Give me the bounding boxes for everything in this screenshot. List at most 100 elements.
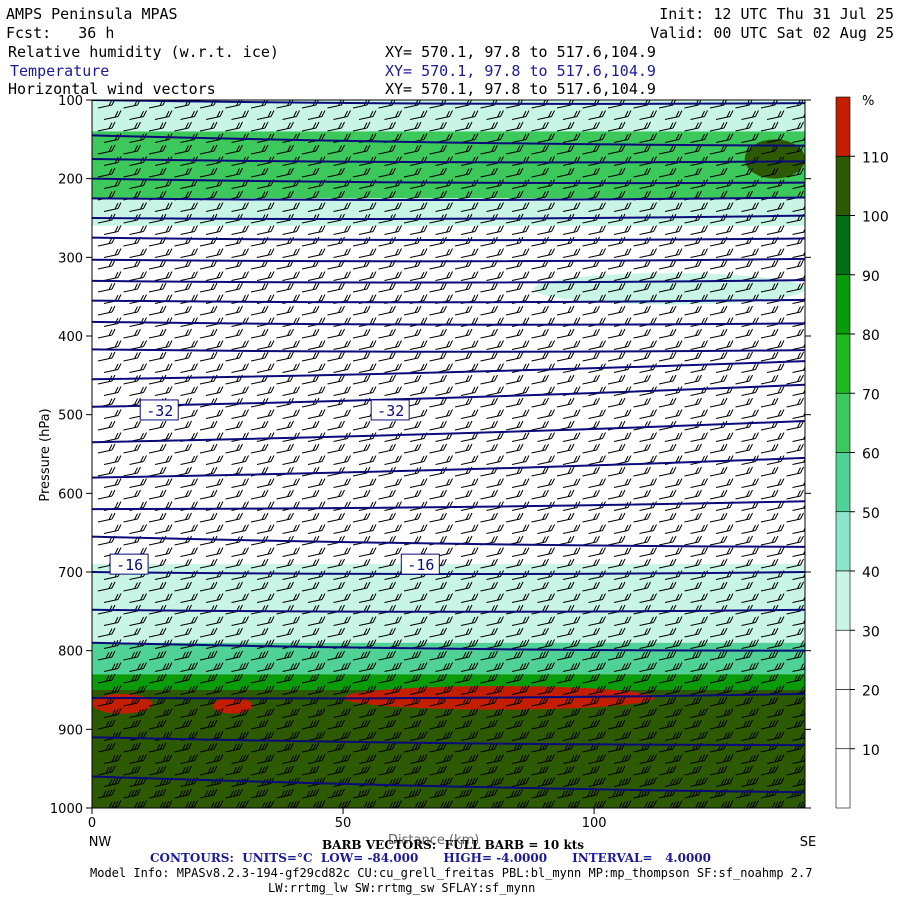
wind-barb bbox=[333, 777, 351, 787]
wind-barb bbox=[792, 388, 805, 396]
wind-barb bbox=[505, 627, 524, 638]
wind-barb bbox=[205, 455, 224, 465]
wind-barb bbox=[531, 696, 549, 707]
wind-barb bbox=[307, 478, 326, 488]
wind-barb bbox=[486, 777, 504, 787]
wind-barb bbox=[282, 110, 300, 120]
wind-barb bbox=[250, 167, 269, 178]
wind-barb bbox=[715, 133, 734, 143]
wind-barb bbox=[352, 627, 371, 638]
wind-barb bbox=[715, 271, 734, 281]
wind-barb bbox=[658, 650, 677, 661]
wind-barb bbox=[154, 225, 173, 235]
wind-barb bbox=[741, 754, 759, 764]
wind-barb bbox=[129, 662, 147, 672]
wind-barb bbox=[454, 420, 473, 431]
contour-label-box-0 bbox=[139, 399, 179, 421]
wind-barb bbox=[786, 351, 804, 362]
colorbar-label: 110 bbox=[862, 150, 889, 166]
wind-barb bbox=[613, 708, 632, 718]
wind-barb bbox=[633, 673, 651, 684]
wind-barb bbox=[766, 547, 785, 557]
wind-barb bbox=[531, 627, 549, 638]
wind-barb bbox=[741, 340, 759, 350]
wind-barb bbox=[480, 581, 498, 592]
wind-barb bbox=[103, 225, 122, 235]
wind-barb bbox=[129, 225, 147, 235]
wind-barb bbox=[435, 478, 453, 488]
wind-barb bbox=[429, 328, 447, 339]
wind-barb bbox=[205, 593, 224, 603]
wind-barb bbox=[741, 110, 759, 120]
wind-barb bbox=[282, 777, 300, 787]
wind-barb bbox=[301, 581, 320, 592]
wind-barb bbox=[409, 455, 428, 465]
wind-barb bbox=[282, 547, 300, 557]
wind-barb bbox=[333, 409, 351, 419]
wind-barb bbox=[607, 535, 626, 546]
wind-barb bbox=[684, 650, 702, 661]
wind-barb bbox=[174, 144, 192, 155]
wind-barb bbox=[460, 202, 479, 212]
wind-barb bbox=[735, 259, 753, 270]
wind-barb bbox=[333, 271, 351, 281]
wind-barb bbox=[633, 121, 651, 132]
wind-barb bbox=[225, 328, 243, 339]
wind-barb bbox=[613, 731, 632, 741]
wind-barb bbox=[378, 581, 396, 592]
wind-barb bbox=[256, 248, 275, 258]
wind-barb bbox=[384, 731, 402, 741]
wind-barb bbox=[333, 593, 351, 603]
barb-legend: BARB VECTORS: FULL BARB = 10 kts bbox=[322, 838, 585, 852]
wind-barb bbox=[384, 685, 402, 695]
wind-barb bbox=[709, 558, 728, 569]
wind-barb bbox=[97, 328, 116, 339]
wind-barb bbox=[97, 719, 116, 730]
wind-barb bbox=[327, 765, 345, 776]
wind-barb bbox=[225, 420, 243, 431]
wind-barb bbox=[607, 696, 626, 707]
wind-barb bbox=[231, 455, 249, 465]
wind-barb bbox=[531, 581, 549, 592]
wind-barb bbox=[486, 708, 504, 718]
wind-barb bbox=[460, 754, 479, 764]
wind-barb bbox=[613, 409, 632, 419]
wind-barb bbox=[658, 351, 677, 362]
wind-barb bbox=[225, 512, 243, 523]
wind-barb bbox=[766, 754, 785, 764]
wind-barb bbox=[154, 593, 173, 603]
init-time: Init: 12 UTC Thu 31 Jul 25 bbox=[659, 5, 894, 23]
wind-barb bbox=[709, 535, 728, 546]
wind-barb bbox=[786, 512, 804, 523]
wind-barb bbox=[352, 650, 371, 661]
wind-barb bbox=[174, 719, 192, 730]
wind-barb bbox=[531, 489, 549, 500]
wind-barb bbox=[358, 340, 377, 350]
wind-barb bbox=[129, 639, 147, 649]
wind-barb bbox=[180, 340, 198, 350]
wind-barb bbox=[639, 202, 657, 212]
wind-barb bbox=[358, 662, 377, 672]
wind-barb bbox=[250, 558, 269, 569]
wind-barb bbox=[633, 535, 651, 546]
wind-barb bbox=[741, 478, 759, 488]
wind-barb bbox=[378, 765, 396, 776]
colorbar-segment bbox=[835, 452, 851, 513]
wind-barb bbox=[307, 662, 326, 672]
wind-barb bbox=[593, 800, 606, 808]
wind-barb bbox=[97, 282, 116, 293]
wind-barb bbox=[403, 719, 422, 730]
wind-barb bbox=[760, 558, 779, 569]
wind-barb bbox=[307, 731, 326, 741]
wind-barb bbox=[562, 248, 581, 258]
wind-barb bbox=[435, 455, 453, 465]
wind-barb bbox=[588, 662, 606, 672]
wind-barb bbox=[562, 754, 581, 764]
wind-barb bbox=[276, 351, 294, 362]
wind-barb bbox=[327, 650, 345, 661]
wind-barb bbox=[327, 581, 345, 592]
wind-barb bbox=[276, 282, 294, 293]
wind-barb bbox=[639, 639, 657, 649]
wind-barb bbox=[786, 282, 804, 293]
wind-barb bbox=[537, 639, 555, 649]
